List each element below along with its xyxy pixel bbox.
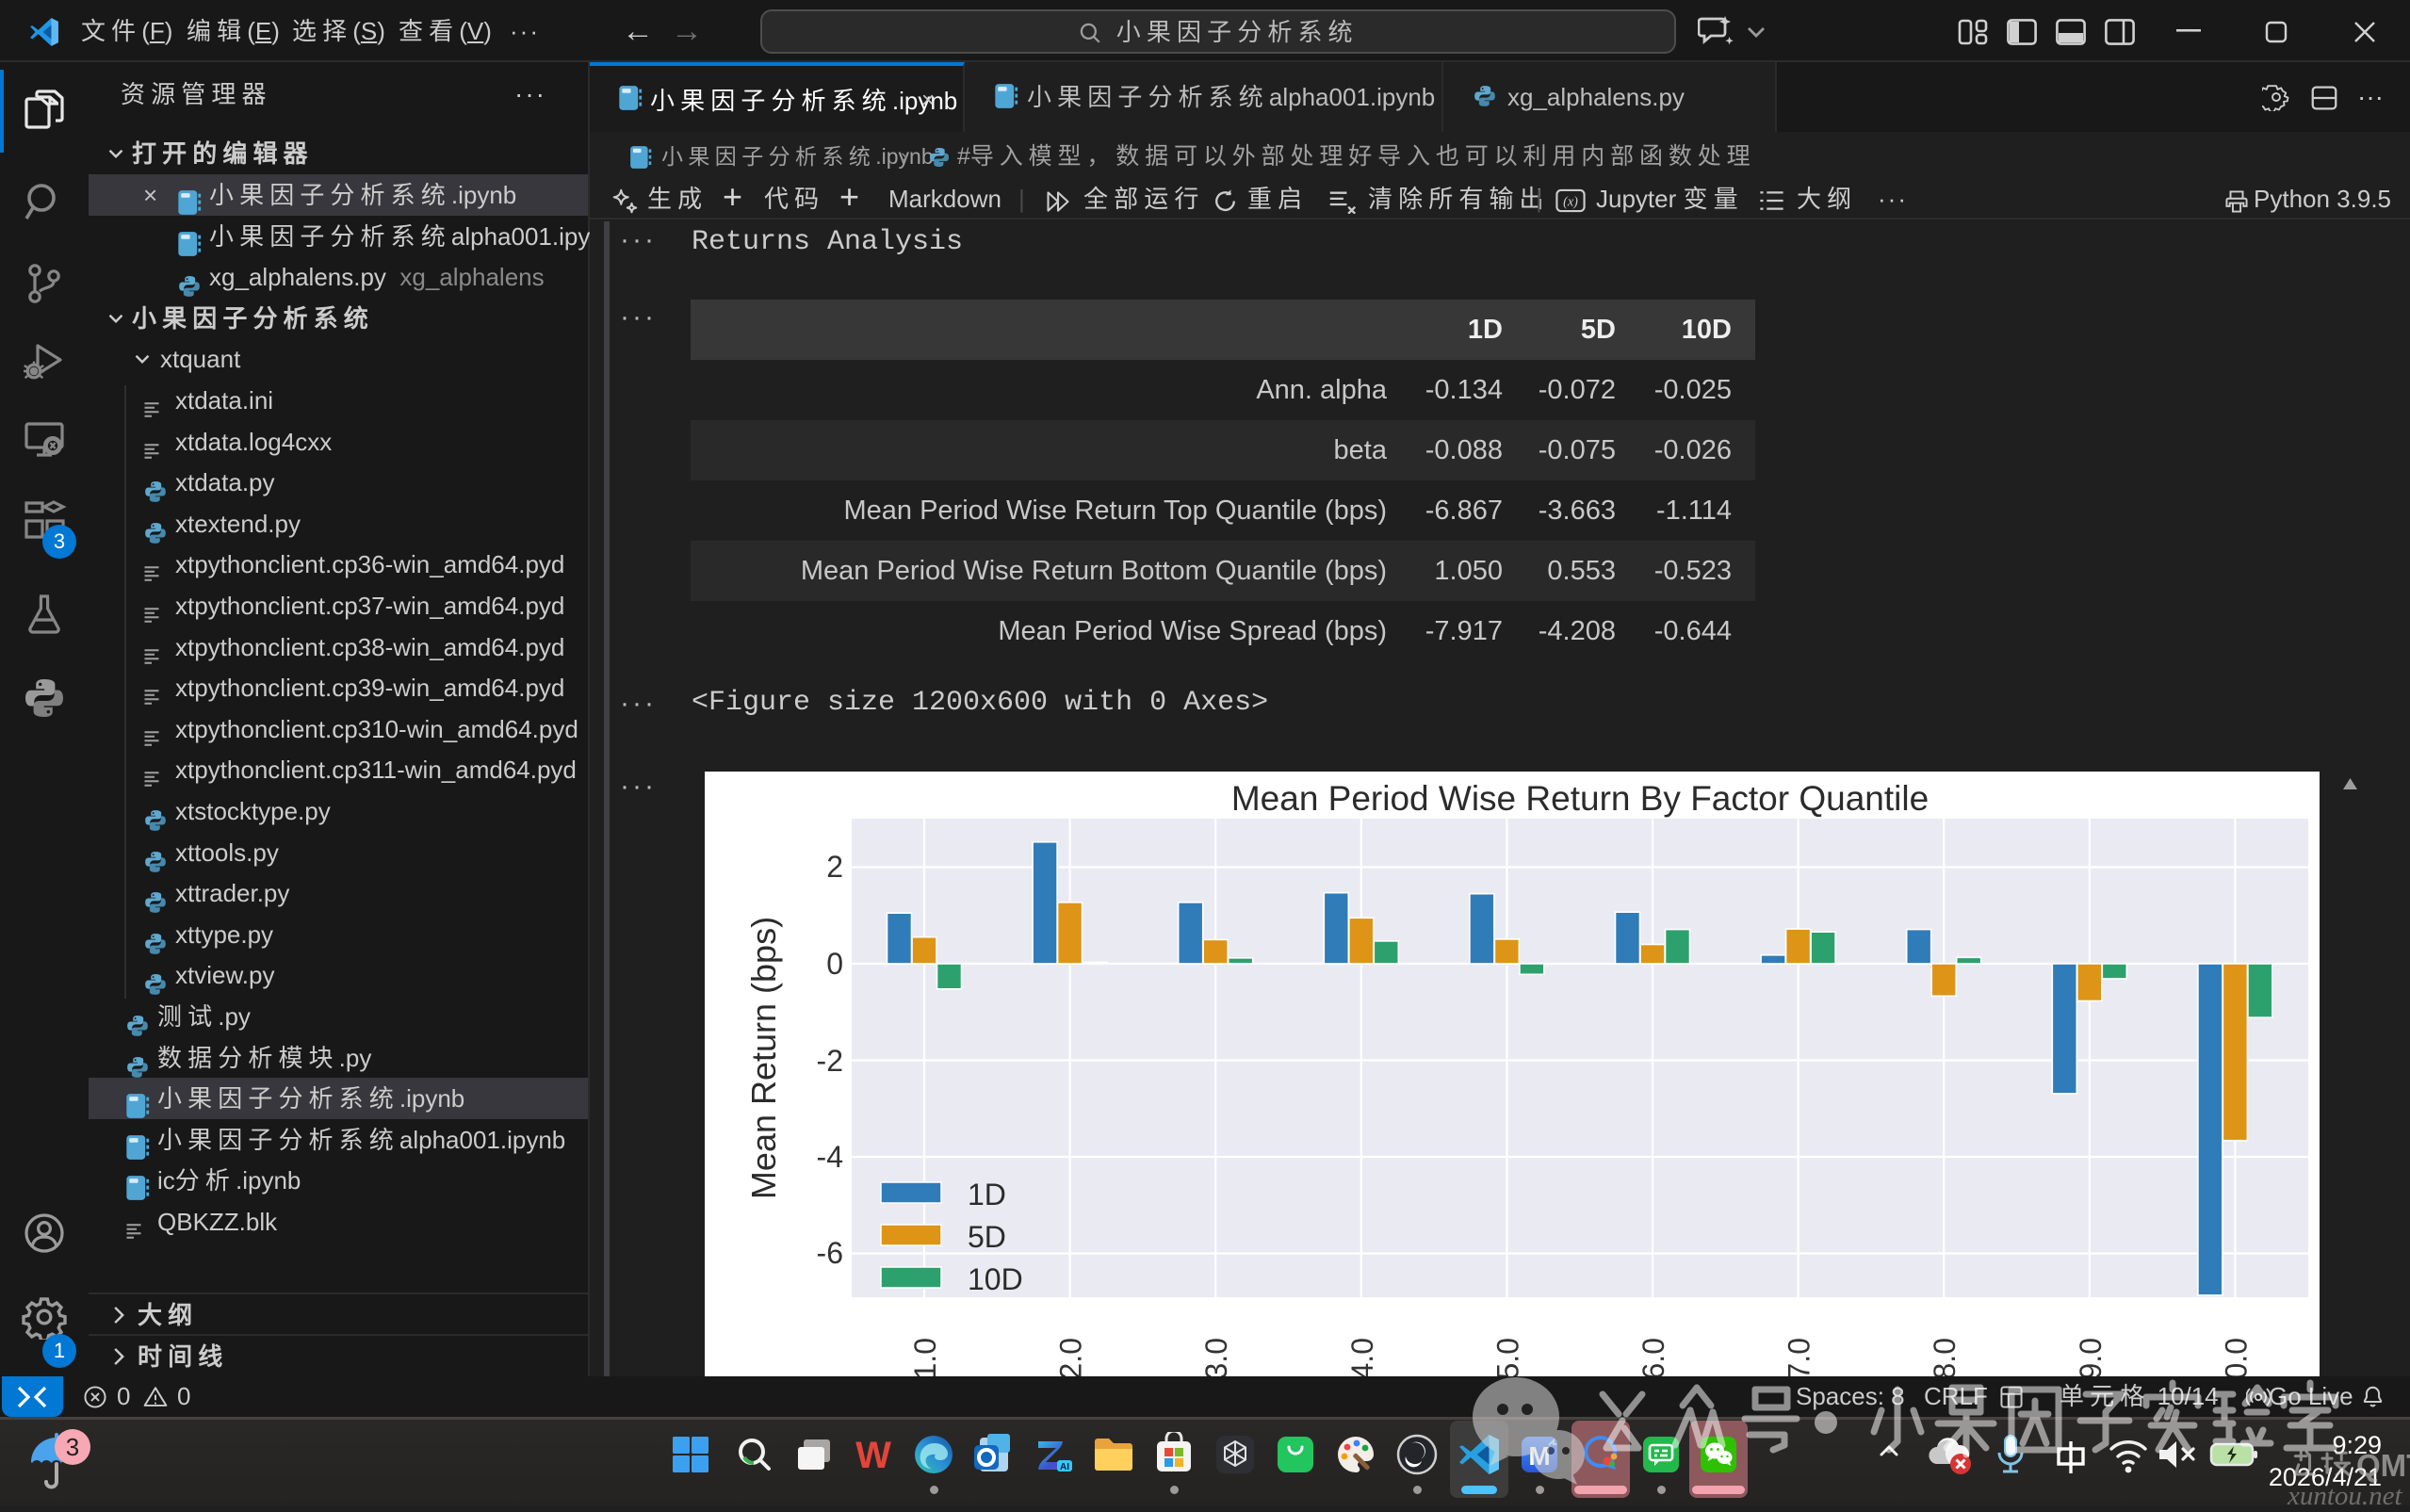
svg-text:W: W bbox=[855, 1435, 891, 1476]
svg-text:7.0: 7.0 bbox=[1783, 1338, 1816, 1376]
svg-text:M: M bbox=[1528, 1441, 1550, 1471]
svg-text:4.0: 4.0 bbox=[1345, 1338, 1379, 1376]
svg-text:Mean Period Wise Return By Fac: Mean Period Wise Return By Factor Quanti… bbox=[1231, 779, 1929, 818]
svg-text:9.0: 9.0 bbox=[2074, 1338, 2108, 1376]
svg-text:0: 0 bbox=[826, 947, 843, 981]
svg-text:AI: AI bbox=[1060, 1462, 1069, 1472]
svg-text:5D: 5D bbox=[968, 1220, 1006, 1254]
svg-text:Mean Return (bps): Mean Return (bps) bbox=[744, 917, 783, 1199]
svg-text:(x): (x) bbox=[1563, 194, 1578, 209]
svg-text:3.0: 3.0 bbox=[1199, 1338, 1233, 1376]
svg-text:-4: -4 bbox=[817, 1140, 843, 1174]
svg-text:-2: -2 bbox=[817, 1044, 843, 1078]
svg-text:1.0: 1.0 bbox=[908, 1338, 942, 1376]
svg-text:6.0: 6.0 bbox=[1637, 1338, 1670, 1376]
svg-text:10.0: 10.0 bbox=[2219, 1338, 2253, 1376]
svg-text:2.0: 2.0 bbox=[1054, 1338, 1088, 1376]
svg-text:-6: -6 bbox=[817, 1236, 843, 1270]
svg-text:1D: 1D bbox=[968, 1178, 1006, 1211]
svg-text:8.0: 8.0 bbox=[1928, 1338, 1962, 1376]
svg-text:2: 2 bbox=[826, 850, 843, 884]
svg-text:5.0: 5.0 bbox=[1490, 1338, 1524, 1376]
svg-text:10D: 10D bbox=[968, 1262, 1023, 1296]
